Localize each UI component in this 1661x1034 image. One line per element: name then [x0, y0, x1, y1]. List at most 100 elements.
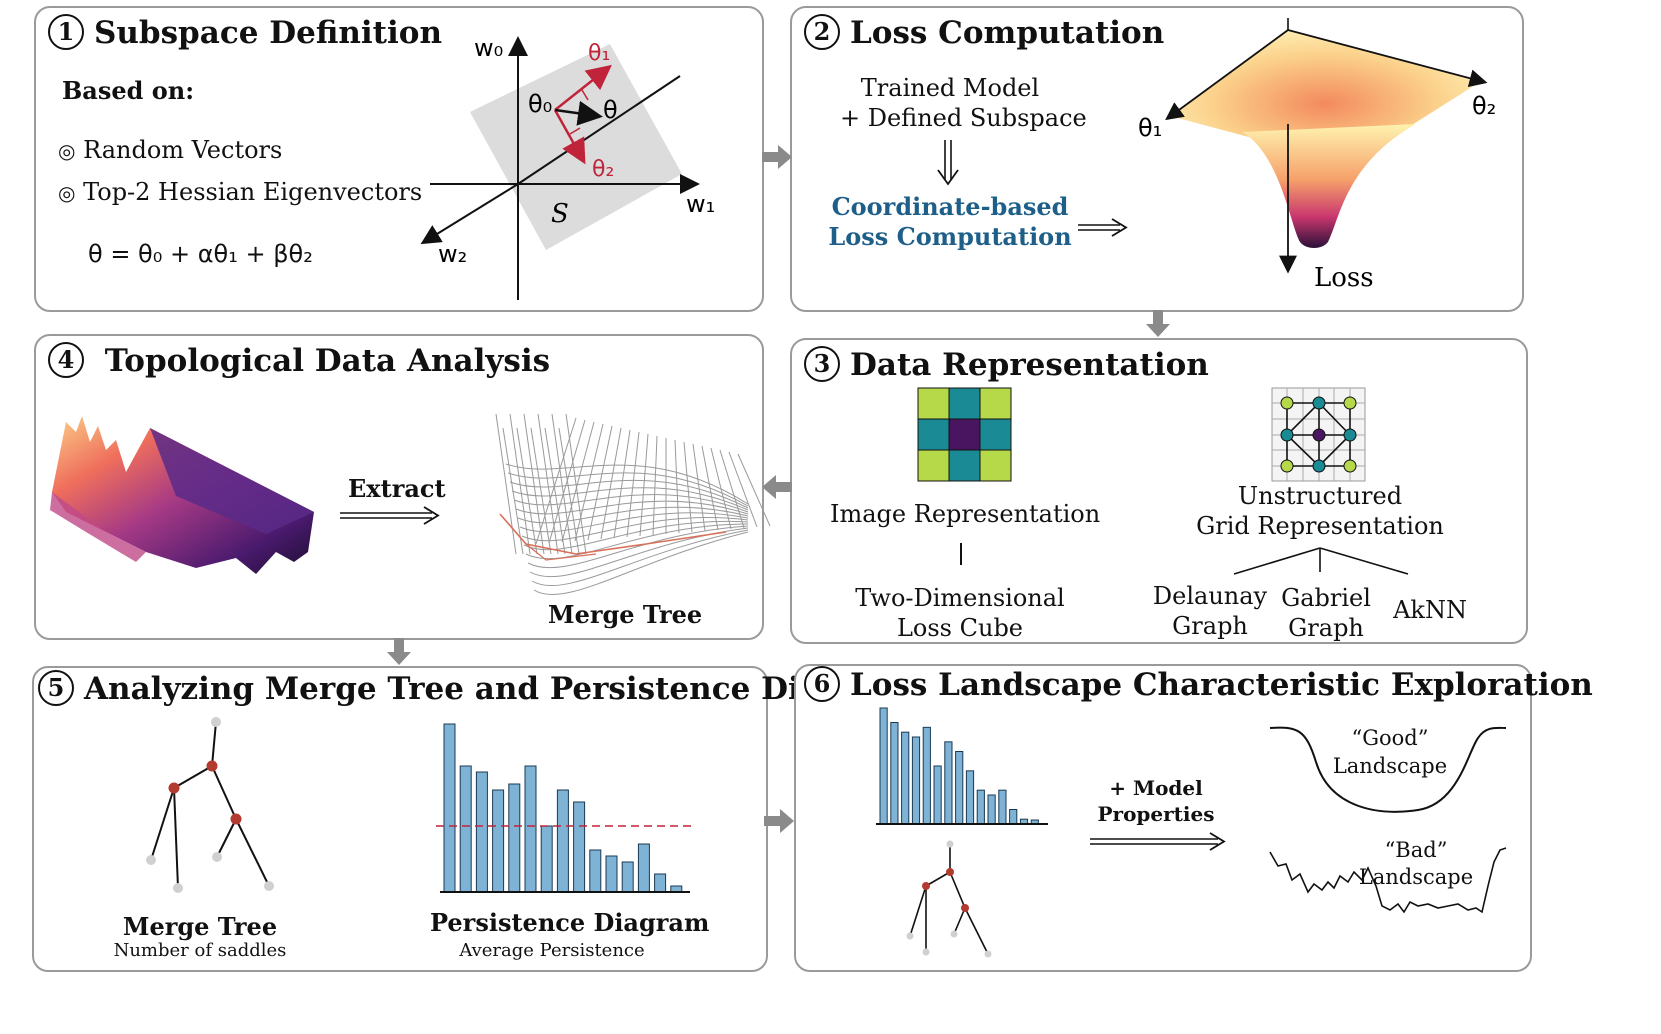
subspace-equation: θ = θ₀ + αθ₁ + βθ₂ — [88, 240, 313, 268]
bar-1 — [459, 765, 472, 893]
persistence-diagram-chart — [436, 723, 692, 893]
down-arrow-icon — [937, 140, 959, 186]
right-arrow-icon — [340, 506, 440, 525]
panel-3-title: 3 Data Representation — [804, 346, 1209, 383]
bar-5 — [524, 765, 537, 893]
arrow-down-2-3 — [1146, 310, 1170, 337]
bar-12 — [637, 843, 650, 893]
image-grid-icon — [917, 387, 1012, 482]
arrow-left-3-4 — [762, 475, 792, 499]
bar-8 — [573, 801, 586, 893]
grid-representation-label: Grid Representation — [1196, 512, 1444, 540]
bad-landscape-label: Landscape — [1358, 865, 1474, 889]
loss-surface-3d: θ₁ θ₂ Loss — [1138, 18, 1496, 293]
loss-axis-label: Loss — [1314, 263, 1374, 293]
good-label: “Good” — [1351, 726, 1429, 750]
panel-1-title: 1 Subspace Definition — [48, 14, 442, 51]
properties-label: Properties — [1097, 802, 1215, 826]
wireframe-merge-tree — [495, 413, 771, 595]
bar-3 — [492, 789, 505, 893]
bar-10 — [987, 794, 996, 825]
bar-12 — [1009, 809, 1018, 825]
average-persistence-caption: Average Persistence — [459, 940, 645, 961]
gabriel-label: Gabriel — [1281, 584, 1371, 612]
merge-tree-diagram — [146, 717, 274, 893]
aknn-label: AkNN — [1393, 596, 1467, 624]
graph-grid-icon — [1271, 387, 1366, 482]
step-number: 2 — [804, 14, 840, 50]
panel-5-title: 5 Analyzing Merge Tree and Persistence Di… — [38, 670, 911, 707]
theta1-axis-label: θ₁ — [1138, 114, 1162, 142]
loss-computation-label: Loss Computation — [828, 222, 1072, 251]
bar-2 — [475, 771, 488, 893]
bar-5 — [933, 765, 942, 825]
panel-4-title: 4 Topological Data Analysis — [48, 342, 550, 379]
good-landscape-label: Landscape — [1332, 754, 1448, 778]
bar-6 — [944, 741, 953, 825]
theta2-axis-label: θ₂ — [1472, 92, 1496, 120]
w1-label: w₁ — [686, 190, 715, 218]
arrow-right-5-6 — [764, 809, 794, 833]
bad-label: “Bad” — [1384, 838, 1448, 862]
bar-3 — [911, 736, 921, 825]
theta0-label: θ₀ — [528, 90, 552, 118]
bar-7 — [556, 789, 569, 893]
double-circle-icon: ◎ — [58, 181, 76, 205]
image-representation-label: Image Representation — [830, 500, 1101, 528]
based-on-label: Based on: — [62, 76, 195, 105]
panel-data-representation — [790, 338, 1528, 644]
bar-1 — [890, 722, 899, 825]
number-of-saddles-caption: Number of saddles — [113, 940, 287, 961]
bar-4 — [508, 783, 521, 893]
persistence-diagram-small-chart — [876, 707, 1048, 825]
step-number: 6 — [804, 666, 840, 702]
option-hessian: ◎ Top-2 Hessian Eigenvectors — [58, 178, 423, 206]
merge-tree-caption: Merge Tree — [122, 912, 278, 941]
defined-subspace-label: + Defined Subspace — [840, 104, 1087, 132]
theta-label: θ — [603, 96, 618, 124]
gabriel-graph-label: Graph — [1288, 614, 1364, 642]
theta2-label: θ₂ — [592, 157, 614, 182]
tree-connector — [1233, 547, 1409, 575]
bar-6 — [540, 825, 553, 893]
bar-9 — [589, 849, 602, 893]
good-landscape-curve — [1269, 726, 1507, 813]
subspace-diagram: w₀ w₁ w₂ θ₀ θ θ₁ θ₂ S — [420, 34, 715, 300]
bar-0 — [443, 723, 456, 893]
s-label: S — [551, 199, 569, 229]
bar-4 — [922, 726, 931, 825]
theta1-label: θ₁ — [588, 41, 610, 66]
bar-8 — [965, 770, 975, 825]
bar-2 — [901, 731, 910, 825]
panel-loss-computation — [790, 6, 1524, 312]
bad-landscape-curve — [1269, 847, 1507, 914]
panel-2-title: 2 Loss Computation — [804, 14, 1164, 51]
panel-6-title: 6 Loss Landscape Characteristic Explorati… — [804, 666, 1593, 703]
bar-0 — [879, 707, 888, 825]
two-dimensional-label: Two-Dimensional — [855, 584, 1065, 612]
arrow-down-4-5 — [387, 638, 411, 665]
connector-line — [960, 543, 962, 565]
step-number: 4 — [48, 342, 84, 378]
bar-7 — [955, 751, 964, 825]
double-circle-icon: ◎ — [58, 139, 76, 163]
step-number: 1 — [48, 14, 84, 50]
coordinate-based-label: Coordinate-based — [831, 192, 1069, 221]
bar-11 — [621, 861, 634, 893]
loss-cube-label: Loss Cube — [896, 614, 1024, 642]
trained-model-label: Trained Model — [860, 74, 1040, 102]
merge-tree-small — [906, 840, 992, 958]
delaunay-label: Delaunay — [1152, 582, 1268, 610]
unstructured-label: Unstructured — [1237, 482, 1403, 510]
extract-label: Extract — [348, 474, 446, 503]
step-number: 5 — [38, 670, 74, 706]
loss-landscape-surface — [50, 416, 314, 574]
w2-label: w₂ — [438, 240, 467, 268]
option-random-vectors: ◎ Random Vectors — [58, 136, 283, 164]
right-arrow-icon — [1078, 218, 1128, 237]
persistence-diagram-caption: Persistence Diagram — [430, 908, 710, 937]
model-label: + Model — [1109, 776, 1203, 800]
merge-tree-label: Merge Tree — [548, 600, 703, 629]
bar-13 — [654, 873, 667, 893]
right-arrow-icon — [1090, 832, 1226, 851]
